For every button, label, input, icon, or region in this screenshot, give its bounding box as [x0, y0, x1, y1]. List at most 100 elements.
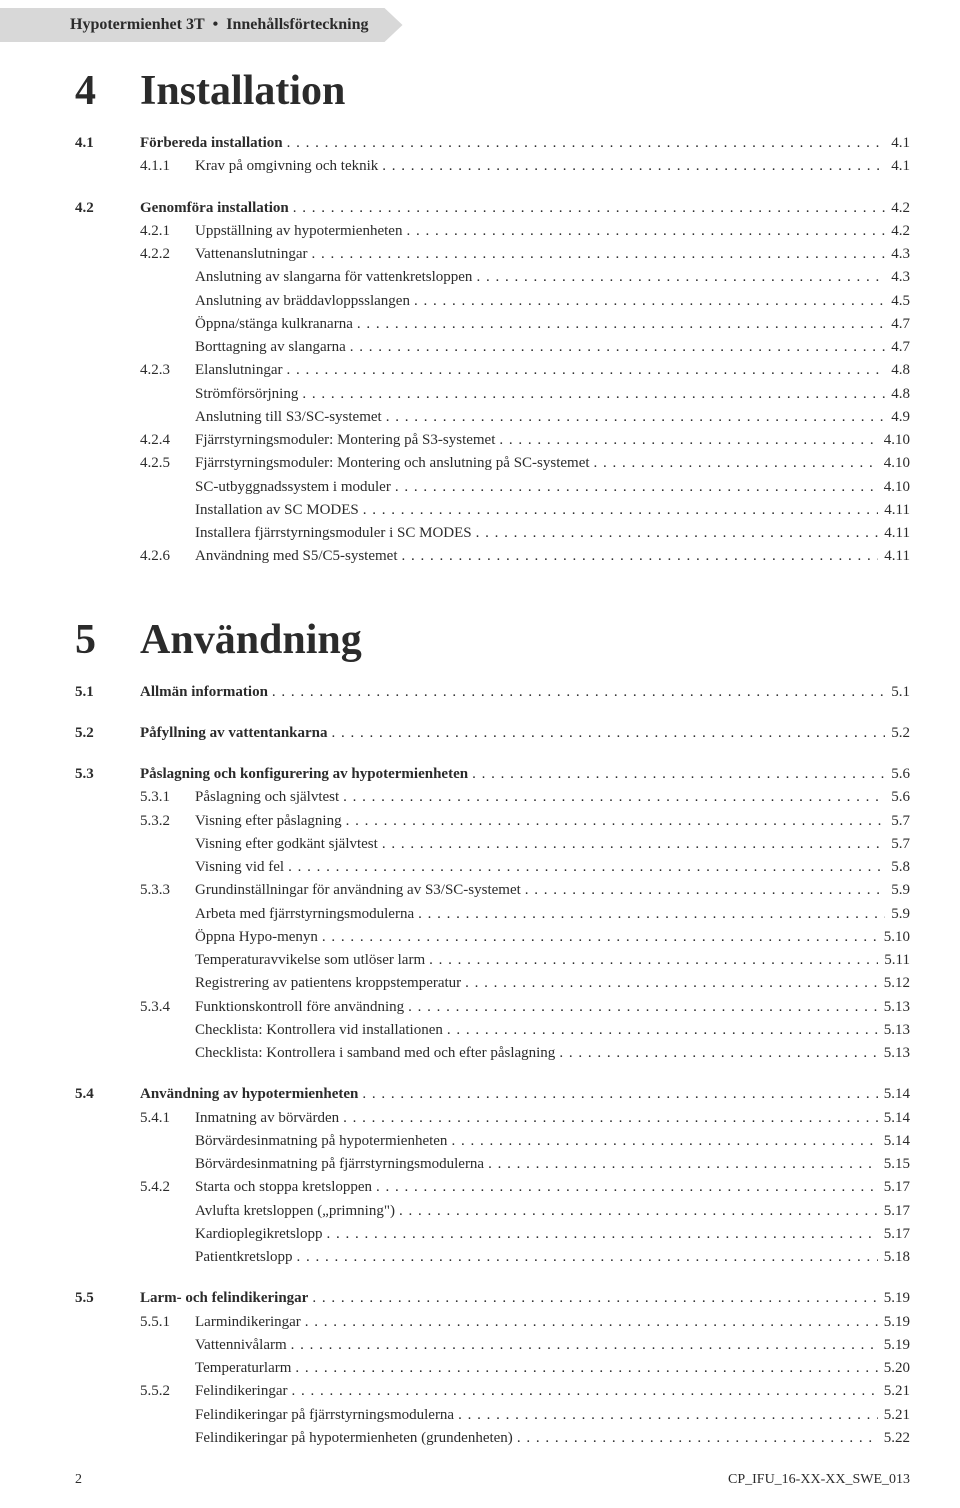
- section-title: Påslagning och konfigurering av hypoterm…: [140, 763, 468, 786]
- toc-item-line: 5.5.2Felindikeringar5.21: [75, 1380, 910, 1403]
- toc-item-line: Checklista: Kontrollera i samband med oc…: [75, 1042, 910, 1065]
- chapter-title: Installation: [140, 70, 345, 112]
- page-ref: 5.11: [882, 949, 910, 972]
- section-title: Förbereda installation: [140, 132, 283, 155]
- toc-item-line: Felindikeringar på hypotermienheten (gru…: [75, 1427, 910, 1450]
- header-section: Innehållsförteckning: [226, 16, 368, 34]
- page-ref: 5.21: [882, 1380, 910, 1403]
- leader-dots: [408, 996, 878, 1019]
- item-label: Installation av SC MODES: [195, 499, 359, 522]
- section-number: 5.4: [75, 1083, 140, 1106]
- page-ref: 5.8: [889, 856, 910, 879]
- subsection-number: 4.1.1: [140, 155, 195, 178]
- chapter-title: Användning: [140, 619, 362, 661]
- page-ref: 4.5: [889, 290, 910, 313]
- item-label: Börvärdesinmatning på fjärrstyrningsmodu…: [195, 1153, 484, 1176]
- toc-item-line: 5.5.1Larmindikeringar5.19: [75, 1311, 910, 1334]
- item-label: Checklista: Kontrollera i samband med oc…: [195, 1042, 555, 1065]
- subsection-number: 5.4.2: [140, 1176, 195, 1199]
- subsection-number: 4.2.5: [140, 452, 195, 475]
- toc-item-line: Borttagning av slangarna4.7: [75, 336, 910, 359]
- item-label: Uppställning av hypotermienheten: [195, 220, 402, 243]
- toc-item-line: 5.3.2Visning efter påslagning5.7: [75, 810, 910, 833]
- subsection-number: 5.3.4: [140, 996, 195, 1019]
- page-ref: 4.3: [889, 243, 910, 266]
- leader-dots: [343, 1107, 878, 1130]
- page-ref: 4.10: [882, 429, 910, 452]
- leader-dots: [458, 1404, 878, 1427]
- leader-dots: [525, 879, 885, 902]
- toc-item-line: Vattennivålarm5.19: [75, 1334, 910, 1357]
- toc-item-line: Temperaturavvikelse som utlöser larm 5.11: [75, 949, 910, 972]
- leader-dots: [488, 1153, 878, 1176]
- toc-item-line: 4.2.1Uppställning av hypotermienheten4.2: [75, 220, 910, 243]
- leader-dots: [291, 1334, 878, 1357]
- toc-item-line: 4.2.4Fjärrstyrningsmoduler: Montering på…: [75, 429, 910, 452]
- page-ref: 4.3: [889, 266, 910, 289]
- subsection-number: 5.3.1: [140, 786, 195, 809]
- item-label: Strömförsörjning: [195, 383, 298, 406]
- toc-section-group: 5.1Allmän information5.1: [75, 681, 910, 704]
- item-label: Borttagning av slangarna: [195, 336, 346, 359]
- toc-item-line: 5.3.4Funktionskontroll före användning5.…: [75, 996, 910, 1019]
- footer: 2 CP_IFU_16-XX-XX_SWE_013: [75, 1472, 910, 1488]
- toc-list: 4.1Förbereda installation4.14.1.1Krav på…: [75, 132, 910, 569]
- section-number: 4.2: [75, 197, 140, 220]
- item-label: Öppna Hypo-menyn: [195, 926, 318, 949]
- leader-dots: [332, 722, 886, 745]
- section-number: 5.3: [75, 763, 140, 786]
- toc-item-line: Öppna Hypo-menyn5.10: [75, 926, 910, 949]
- leader-dots: [594, 452, 878, 475]
- subsection-number: 4.2.2: [140, 243, 195, 266]
- toc-item-line: Patientkretslopp5.18: [75, 1246, 910, 1269]
- page-ref: 5.19: [882, 1311, 910, 1334]
- toc-item-line: Checklista: Kontrollera vid installation…: [75, 1019, 910, 1042]
- toc-item-line: 5.4.2Starta och stoppa kretsloppen5.17: [75, 1176, 910, 1199]
- leader-dots: [402, 545, 879, 568]
- item-label: Avlufta kretsloppen („primning"): [195, 1200, 395, 1223]
- item-label: Felindikeringar på hypotermienheten (gru…: [195, 1427, 513, 1450]
- page-ref: 4.8: [889, 359, 910, 382]
- page-ref: 5.14: [882, 1107, 910, 1130]
- leader-dots: [286, 359, 885, 382]
- header-tab: Hypotermienhet 3T • Innehållsförteckning: [0, 8, 403, 42]
- toc-item-line: SC-utbyggnadssystem i moduler4.10: [75, 476, 910, 499]
- toc-item-line: Registrering av patientens kroppstempera…: [75, 972, 910, 995]
- page-ref: 5.9: [889, 903, 910, 926]
- section-number: 5.5: [75, 1287, 140, 1310]
- toc-item-line: Temperaturlarm5.20: [75, 1357, 910, 1380]
- section-number: 4.1: [75, 132, 140, 155]
- toc-section-group: 5.5Larm- och felindikeringar5.195.5.1Lar…: [75, 1287, 910, 1450]
- leader-dots: [386, 406, 886, 429]
- bullet-icon: •: [213, 16, 219, 34]
- toc-item-line: 4.2.6Användning med S5/C5-systemet4.11: [75, 545, 910, 568]
- leader-dots: [311, 243, 885, 266]
- page-ref: 5.21: [882, 1404, 910, 1427]
- item-label: Temperaturavvikelse som utlöser larm: [195, 949, 425, 972]
- section-title: Användning av hypotermienheten: [140, 1083, 358, 1106]
- chapter-heading: 4Installation: [75, 70, 910, 112]
- item-label: Funktionskontroll före användning: [195, 996, 404, 1019]
- toc-section-line: 5.1Allmän information5.1: [75, 681, 910, 704]
- leader-dots: [297, 1246, 878, 1269]
- page-ref: 5.6: [889, 763, 910, 786]
- item-label: Larmindikeringar: [195, 1311, 301, 1334]
- leader-dots: [451, 1130, 877, 1153]
- leader-dots: [343, 786, 885, 809]
- toc-section-line: 4.2Genomföra installation4.2: [75, 197, 910, 220]
- leader-dots: [305, 1311, 878, 1334]
- page-ref: 4.8: [889, 383, 910, 406]
- toc-section-line: 5.2Påfyllning av vattentankarna5.2: [75, 722, 910, 745]
- leader-dots: [476, 522, 879, 545]
- page-ref: 5.13: [882, 1042, 910, 1065]
- page-ref: 5.20: [882, 1357, 910, 1380]
- section-number: 5.2: [75, 722, 140, 745]
- page-ref: 5.14: [882, 1083, 910, 1106]
- toc-item-line: Börvärdesinmatning på hypotermienheten5.…: [75, 1130, 910, 1153]
- page-ref: 5.13: [882, 1019, 910, 1042]
- item-label: Börvärdesinmatning på hypotermienheten: [195, 1130, 447, 1153]
- item-label: Kardioplegikretslopp: [195, 1223, 322, 1246]
- item-label: Anslutning av bräddavloppsslangen: [195, 290, 410, 313]
- page-ref: 4.9: [889, 406, 910, 429]
- item-label: Registrering av patientens kroppstempera…: [195, 972, 461, 995]
